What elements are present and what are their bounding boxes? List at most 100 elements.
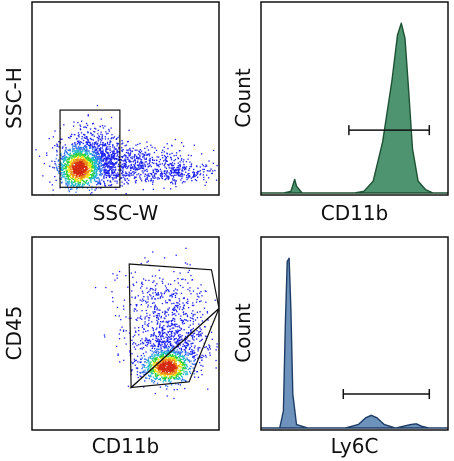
- event-dot: [84, 170, 87, 172]
- event-dot: [118, 151, 120, 153]
- event-dot: [106, 143, 109, 145]
- panel-ly6c-histogram: Ly6C Count: [231, 236, 449, 458]
- event-dot: [188, 307, 190, 309]
- event-dot: [159, 362, 161, 364]
- event-dot: [204, 290, 206, 292]
- event-dot: [170, 188, 172, 190]
- event-dot: [142, 189, 144, 191]
- event-dot: [84, 165, 86, 167]
- event-dot: [90, 165, 92, 168]
- event-dot: [95, 161, 97, 163]
- event-dot: [73, 181, 75, 184]
- event-dot: [108, 154, 111, 157]
- event-dot: [170, 380, 172, 382]
- event-dot: [149, 361, 151, 363]
- event-dot: [96, 136, 98, 139]
- event-dot: [165, 177, 167, 179]
- event-dot: [69, 170, 71, 172]
- event-dot: [192, 310, 194, 312]
- event-dot: [179, 384, 181, 386]
- event-dot: [178, 374, 180, 376]
- event-dot: [142, 162, 144, 164]
- event-dot: [92, 146, 94, 148]
- event-dot: [118, 158, 120, 161]
- event-dot: [150, 173, 153, 175]
- event-dot: [122, 171, 124, 173]
- event-dot: [158, 368, 160, 371]
- event-dot: [182, 362, 184, 364]
- event-dot: [146, 377, 148, 379]
- event-dot: [97, 161, 99, 163]
- event-dot: [95, 159, 97, 161]
- event-dot: [109, 141, 111, 144]
- event-dot: [187, 360, 189, 362]
- event-dot: [179, 329, 181, 332]
- event-dot: [196, 298, 198, 301]
- event-dot: [197, 170, 199, 173]
- event-dot: [86, 175, 88, 177]
- event-dot: [177, 173, 179, 175]
- event-dot: [159, 309, 161, 311]
- event-dot: [162, 282, 164, 284]
- event-dot: [178, 337, 181, 339]
- event-dot: [161, 372, 163, 374]
- event-dot: [88, 164, 91, 166]
- event-dot: [199, 361, 201, 364]
- event-dot: [163, 352, 165, 355]
- event-dot: [174, 341, 176, 343]
- event-dot: [102, 127, 105, 129]
- event-dot: [108, 170, 110, 172]
- y-axis-label: Count: [231, 68, 255, 128]
- event-dot: [189, 264, 191, 266]
- event-dot: [158, 343, 161, 345]
- event-dot: [75, 172, 77, 174]
- event-dot: [91, 154, 94, 156]
- event-dot: [182, 373, 184, 375]
- event-dot: [192, 320, 195, 323]
- event-dot: [149, 294, 151, 296]
- event-dot: [148, 159, 150, 161]
- event-dot: [114, 177, 116, 179]
- event-dot: [116, 161, 118, 163]
- event-dot: [103, 180, 105, 182]
- event-dot: [181, 356, 183, 358]
- event-dot: [175, 174, 177, 176]
- event-dot: [132, 283, 134, 285]
- event-dot: [184, 370, 187, 373]
- event-dot: [110, 174, 112, 176]
- event-dot: [194, 175, 196, 177]
- event-dot: [182, 355, 184, 357]
- event-dot: [77, 183, 80, 185]
- event-dot: [178, 313, 180, 315]
- event-dot: [154, 173, 156, 175]
- event-dot: [84, 173, 86, 175]
- event-dot: [82, 175, 84, 177]
- event-dot: [175, 376, 177, 378]
- event-dot: [174, 332, 176, 334]
- event-dot: [83, 136, 85, 139]
- event-dot: [94, 152, 96, 154]
- event-dot: [74, 165, 76, 167]
- event-dot: [74, 174, 76, 176]
- event-dot: [182, 302, 184, 304]
- event-dot: [104, 166, 106, 168]
- event-dot: [165, 167, 168, 169]
- event-dot: [157, 178, 159, 180]
- event-dot: [94, 127, 96, 129]
- event-dot: [155, 315, 157, 317]
- event-dot: [168, 373, 170, 375]
- event-dot: [152, 159, 154, 161]
- event-dot: [226, 323, 227, 324]
- event-dot: [159, 372, 162, 374]
- event-dot: [83, 176, 85, 178]
- event-dot: [80, 158, 82, 160]
- event-dot: [166, 171, 168, 173]
- event-dot: [181, 351, 184, 353]
- event-dot: [147, 369, 149, 371]
- event-dot: [143, 299, 145, 302]
- event-dot: [220, 175, 221, 176]
- event-dot: [118, 270, 121, 273]
- event-dot: [169, 328, 171, 330]
- event-dot: [107, 165, 109, 167]
- event-dot: [183, 372, 185, 374]
